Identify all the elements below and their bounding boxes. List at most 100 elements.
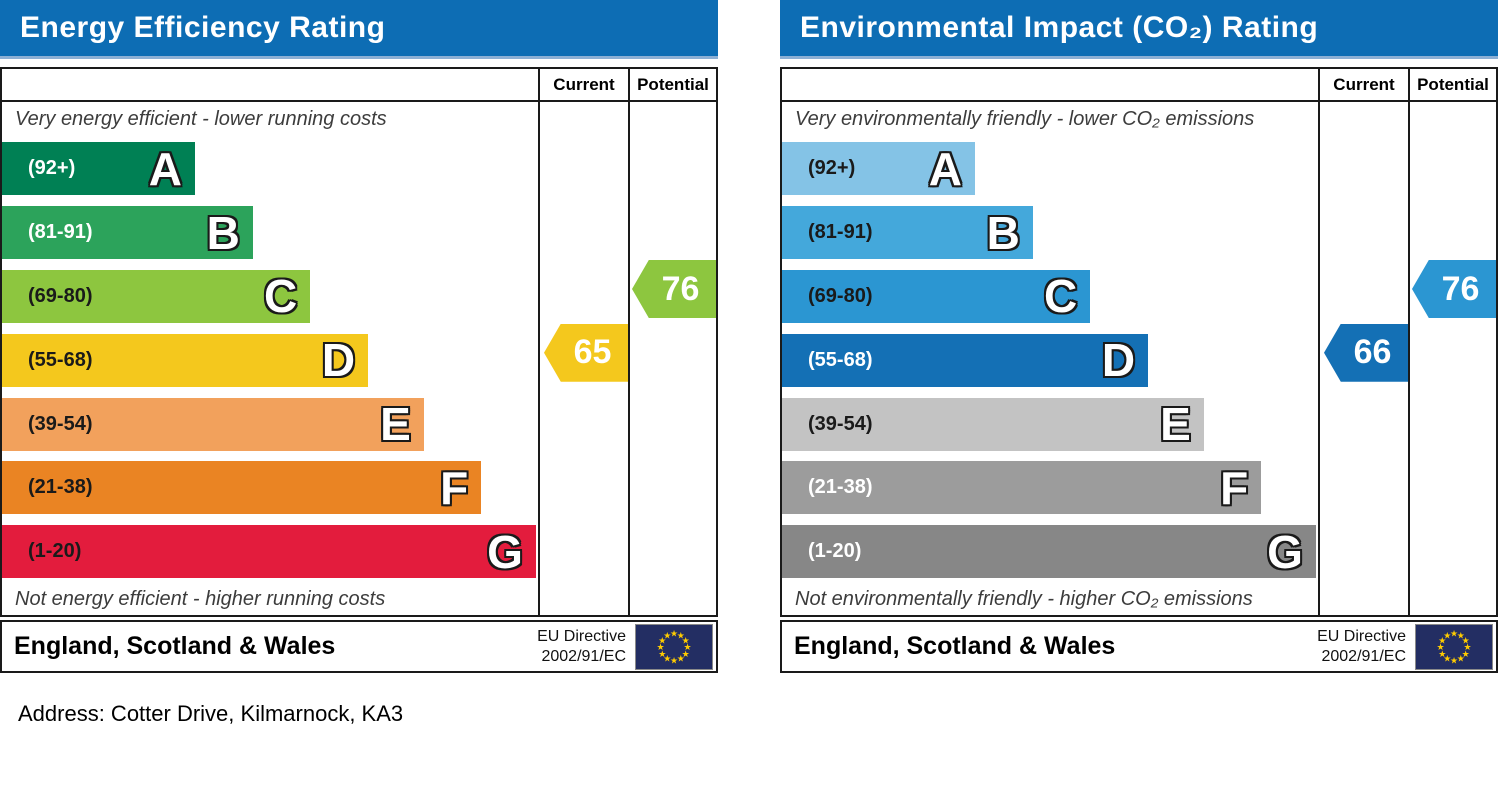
environmental-impact-panel: Environmental Impact (CO₂) Rating Curren… [780,0,1500,690]
band-row: (21-38) F [782,456,1318,520]
svg-text:★: ★ [663,631,671,641]
svg-text:★: ★ [658,649,666,659]
band-range-label: (1-20) [28,540,82,563]
eu-flag-icon: ★★★ ★★★ ★★★ ★★★ [635,623,713,670]
band-bar-d: (55-68) D [782,333,1149,387]
svg-text:★: ★ [1457,631,1465,641]
band-bar-e: (39-54) E [782,397,1204,451]
band-row: (55-68) D [782,328,1318,392]
potential-arrow: 76 [632,260,716,318]
svg-text:★: ★ [1462,649,1470,659]
band-letter: E [380,398,411,451]
eu-directive-label: EU Directive 2002/91/EC [1317,627,1406,665]
band-bar-b: (81-91) B [782,206,1033,260]
band-letter: D [1101,334,1136,387]
band-range-label: (69-80) [808,284,873,307]
table-header-row: Current Potential [2,69,716,102]
band-range-label: (92+) [808,157,856,180]
panel-title: Energy Efficiency Rating [20,11,386,44]
svg-text:★: ★ [677,654,685,664]
svg-text:★: ★ [1457,654,1465,664]
band-bar-g: (1-20) G [2,525,536,579]
eu-flag-icon: ★★★ ★★★ ★★★ ★★★ [1415,623,1493,670]
svg-text:★: ★ [1463,643,1471,653]
band-bar-a: (92+) A [2,142,195,196]
band-row: (81-91) B [2,201,538,265]
band-row: (81-91) B [782,201,1318,265]
band-bar-f: (21-38) F [782,461,1262,515]
band-row: (69-80) C [2,265,538,329]
potential-column-divider [628,69,630,615]
band-range-label: (55-68) [808,348,873,371]
band-letter: F [1220,461,1249,514]
bottom-caption: Not environmentally friendly - higher CO… [795,587,1253,610]
current-column-divider [538,69,540,615]
band-row: (92+) A [782,137,1318,201]
current-value: 65 [573,333,612,372]
band-row: (39-54) E [782,392,1318,456]
panel-header: Environmental Impact (CO₂) Rating [780,0,1498,59]
rating-table: Current Potential Very environmentally f… [780,67,1498,617]
region-label: England, Scotland & Wales [14,632,336,660]
band-range-label: (39-54) [28,412,93,435]
energy-efficiency-panel: Energy Efficiency Rating Current Potenti… [0,0,720,690]
eu-directive-line1: EU Directive [1317,628,1406,646]
band-range-label: (92+) [28,157,76,180]
band-bar-g: (1-20) G [782,525,1316,579]
top-caption: Very energy efficient - lower running co… [15,107,387,130]
band-row: (92+) A [2,137,538,201]
band-range-label: (81-91) [28,221,93,244]
band-letter: E [1160,398,1191,451]
band-bar-e: (39-54) E [2,397,424,451]
band-bar-b: (81-91) B [2,206,253,260]
band-range-label: (39-54) [808,412,873,435]
band-range-label: (55-68) [28,348,93,371]
band-row: (55-68) D [2,328,538,392]
current-arrow: 66 [1324,323,1408,382]
bands: (92+) A (81-91) B (69-80) C (55-68) D (39-54) E (2… [782,137,1318,584]
current-column-divider [1318,69,1320,615]
band-letter: G [487,525,523,578]
svg-text:★: ★ [1438,636,1446,646]
bands: (92+) A (81-91) B (69-80) C (55-68) D (39-54) E (2… [2,137,538,584]
band-range-label: (81-91) [808,221,873,244]
svg-text:★: ★ [1450,629,1458,639]
current-value: 66 [1353,333,1392,372]
band-row: (69-80) C [782,265,1318,329]
band-bar-a: (92+) A [782,142,975,196]
svg-text:★: ★ [1436,643,1444,653]
panel-footer: England, Scotland & Wales EU Directive 2… [0,620,718,673]
band-letter: A [928,142,962,195]
top-caption: Very environmentally friendly - lower CO… [795,107,1255,130]
svg-text:★: ★ [1438,649,1446,659]
band-bar-f: (21-38) F [2,461,482,515]
svg-text:★: ★ [1443,654,1451,664]
band-bar-d: (55-68) D [2,333,369,387]
svg-text:★: ★ [682,636,690,646]
band-letter: C [1043,270,1078,323]
band-letter: A [148,142,182,195]
band-letter: D [321,334,356,387]
svg-text:★: ★ [682,649,690,659]
panel-title: Environmental Impact (CO₂) Rating [800,11,1319,44]
panel-footer: England, Scotland & Wales EU Directive 2… [780,620,1498,673]
table-header-row: Current Potential [782,69,1496,102]
eu-directive-line1: EU Directive [537,628,626,646]
svg-text:★: ★ [1443,631,1451,641]
band-range-label: (1-20) [808,540,862,563]
band-letter: B [986,206,1020,259]
band-bar-c: (69-80) C [2,269,311,323]
band-letter: B [206,206,240,259]
band-row: (21-38) F [2,456,538,520]
eu-directive-label: EU Directive 2002/91/EC [537,627,626,665]
svg-text:★: ★ [683,643,691,653]
panel-header: Energy Efficiency Rating [0,0,718,59]
svg-text:★: ★ [670,656,678,666]
current-arrow: 65 [544,323,628,382]
band-row: (39-54) E [2,392,538,456]
svg-text:★: ★ [1462,636,1470,646]
potential-column-divider [1408,69,1410,615]
svg-text:★: ★ [663,654,671,664]
svg-text:★: ★ [658,636,666,646]
band-range-label: (69-80) [28,284,93,307]
